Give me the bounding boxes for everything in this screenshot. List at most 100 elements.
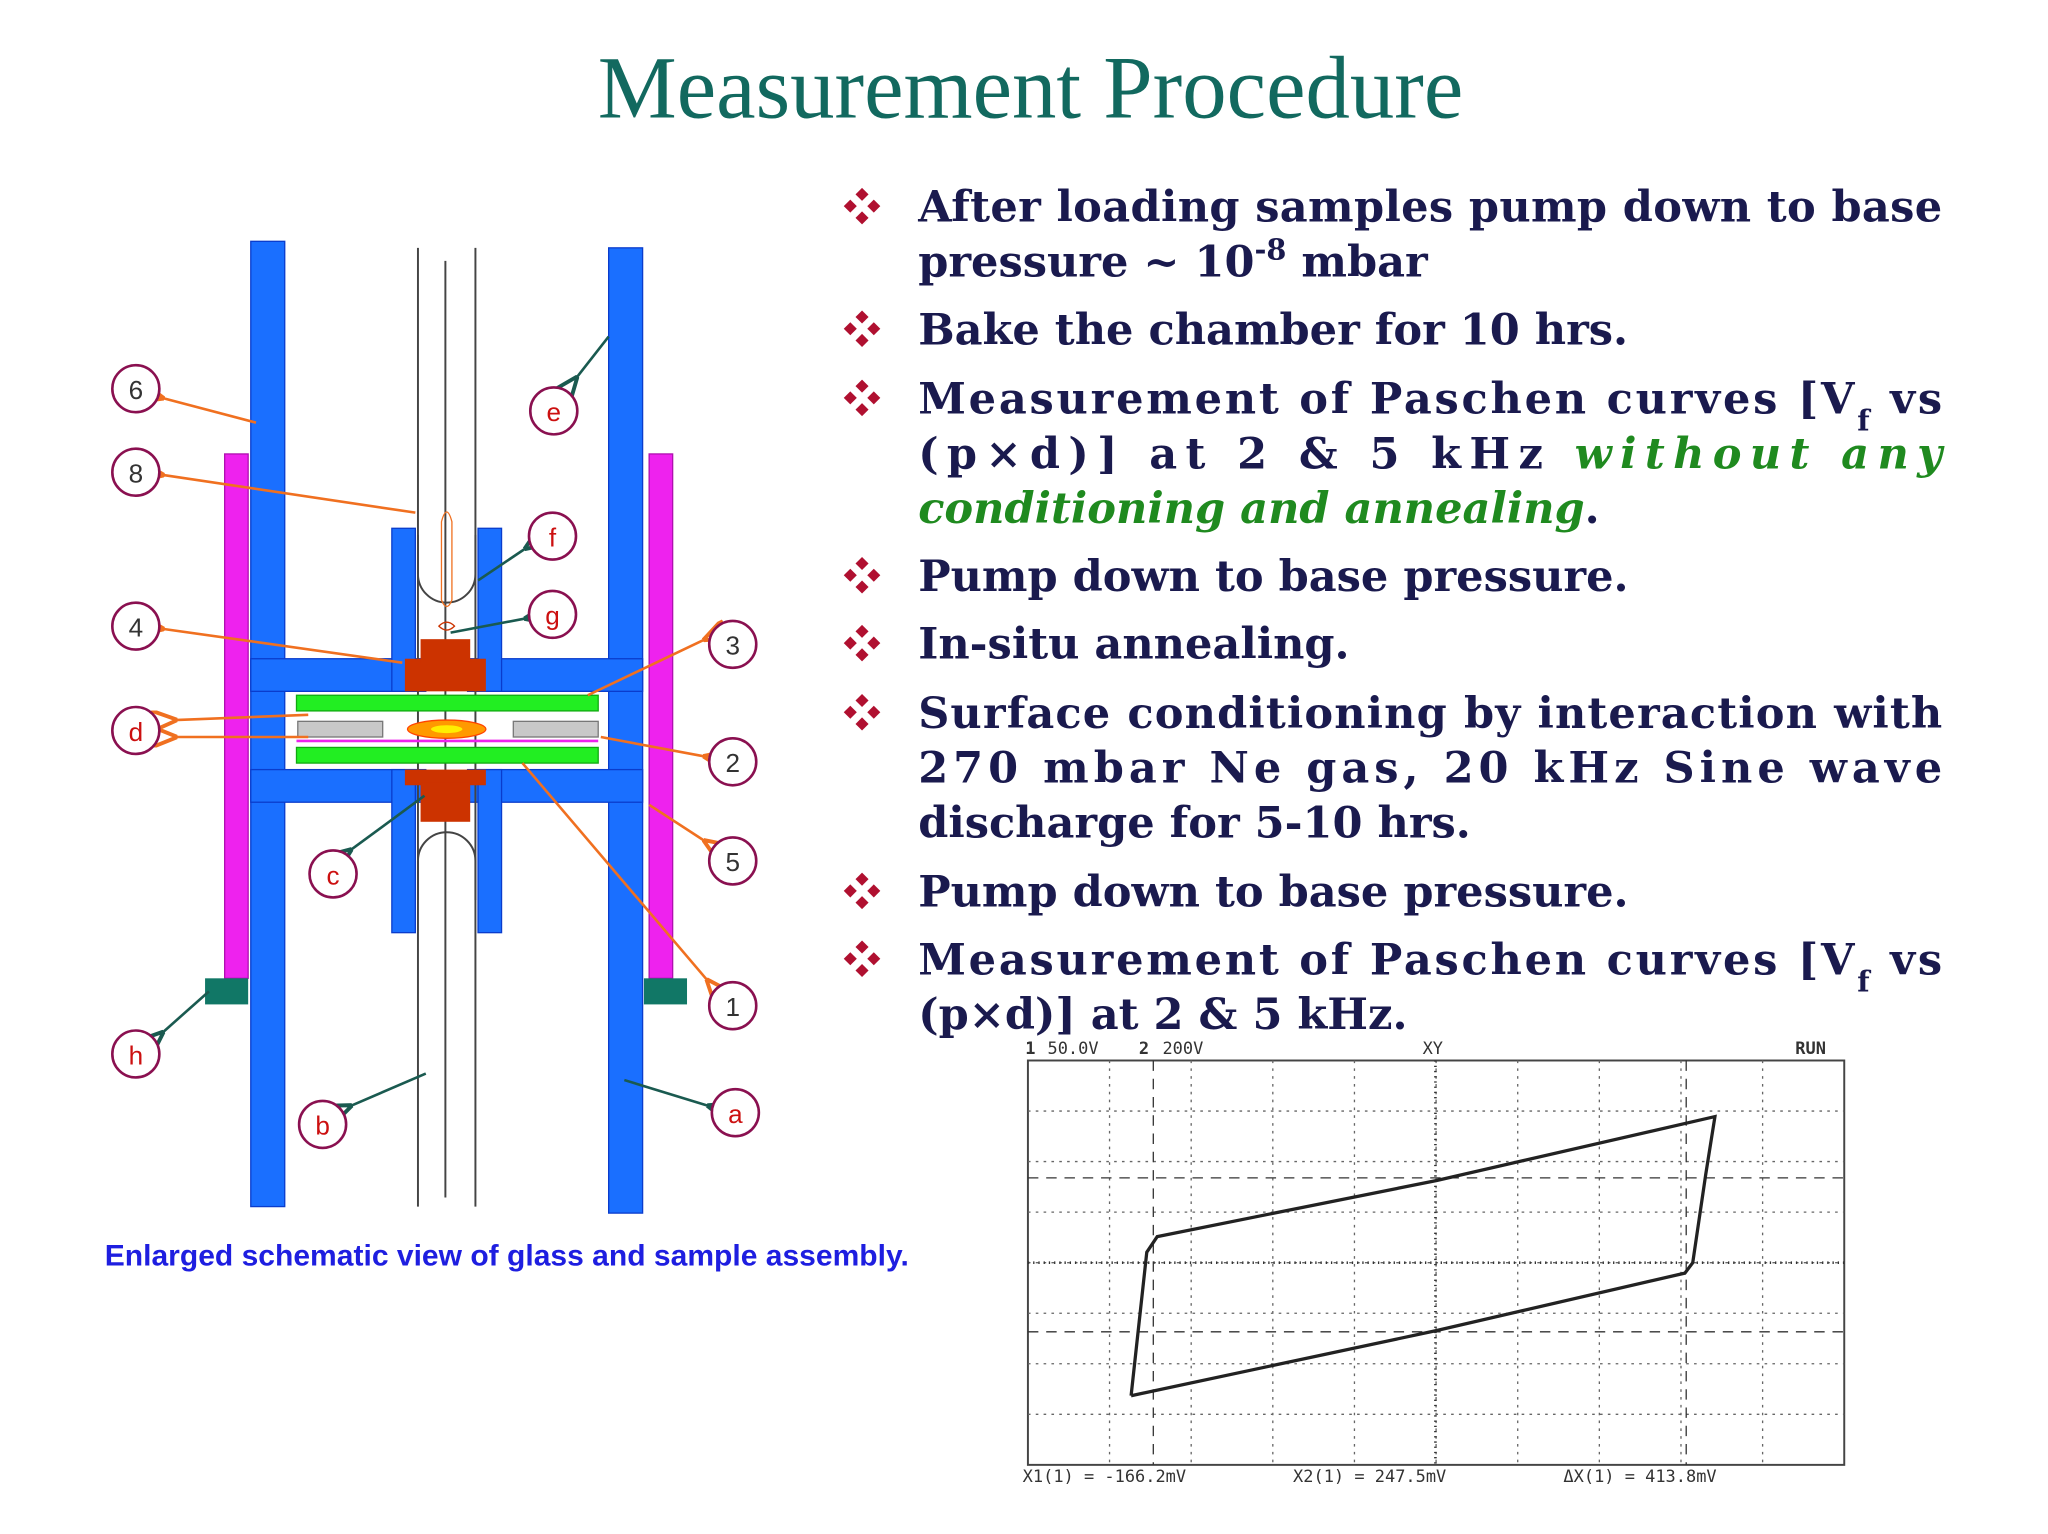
shape-rect bbox=[420, 782, 471, 822]
shape-text: Measurement of Paschen curves [V f vs bbox=[918, 935, 1942, 998]
shape-rect bbox=[295, 746, 599, 764]
label-circle bbox=[707, 619, 758, 670]
shape-g bbox=[404, 639, 486, 822]
shape-path bbox=[843, 199, 857, 213]
shape-path bbox=[855, 556, 869, 571]
shape-path bbox=[855, 333, 869, 347]
label-circle bbox=[111, 447, 161, 497]
shape-path bbox=[855, 896, 869, 910]
bullet-icons bbox=[843, 187, 881, 978]
shape-path bbox=[843, 705, 857, 719]
shape-path bbox=[843, 952, 857, 966]
shape-path bbox=[867, 705, 881, 719]
shape-path bbox=[855, 379, 869, 393]
shape-path bbox=[855, 580, 869, 594]
shape-line bbox=[175, 715, 309, 720]
diagram-label: 6 bbox=[129, 375, 144, 405]
diagram-label: b bbox=[315, 1111, 330, 1141]
title: Measurement Procedure bbox=[598, 39, 1464, 137]
diagram-label: 2 bbox=[725, 748, 740, 778]
label-circle bbox=[710, 1087, 761, 1138]
shape-rect bbox=[295, 694, 599, 712]
shape-g bbox=[205, 978, 688, 1005]
text: Bake the chamber for 10 hrs. bbox=[918, 305, 1628, 355]
shape-path bbox=[855, 211, 869, 225]
shape-path bbox=[855, 624, 869, 638]
diagram-label: a bbox=[728, 1099, 743, 1129]
diagram-label: d bbox=[129, 717, 144, 747]
shape-g bbox=[162, 335, 709, 1107]
shape-line bbox=[162, 475, 416, 514]
text: XY bbox=[1423, 1038, 1443, 1058]
shape-path bbox=[855, 693, 869, 707]
text: ΔX(1) = 413.8mV bbox=[1563, 1466, 1716, 1486]
label-circle bbox=[707, 736, 758, 787]
shape-path bbox=[867, 391, 881, 405]
shape-path bbox=[855, 940, 869, 954]
text: In-situ annealing. bbox=[918, 620, 1349, 670]
text: 200V bbox=[1162, 1038, 1203, 1058]
shape-rect bbox=[643, 978, 688, 1005]
text: mbar bbox=[1286, 238, 1429, 288]
shape-path bbox=[855, 717, 869, 731]
shape-line bbox=[648, 803, 705, 842]
label-circle bbox=[308, 849, 358, 899]
diagram-label: g bbox=[545, 601, 560, 631]
text: vs bbox=[1872, 375, 1942, 425]
diagram-label: 5 bbox=[725, 847, 740, 877]
text: X2(1) = 247.5mV bbox=[1293, 1466, 1446, 1486]
text: pressure ~ 10 bbox=[918, 238, 1254, 288]
shape-rect bbox=[648, 453, 674, 979]
shape-path bbox=[855, 310, 869, 324]
label-circle bbox=[297, 1099, 348, 1150]
shape-rect bbox=[205, 978, 249, 1005]
shape-path bbox=[867, 952, 881, 966]
shape-g bbox=[295, 694, 599, 764]
shape-line bbox=[350, 794, 426, 851]
shape-path bbox=[867, 568, 881, 582]
diagram-label: 8 bbox=[129, 459, 144, 489]
text: 50.0V bbox=[1048, 1038, 1099, 1058]
shape-polyline bbox=[1129, 1114, 1717, 1398]
label-circle bbox=[528, 386, 579, 436]
shape-path bbox=[416, 534, 477, 901]
shape-line bbox=[162, 398, 257, 424]
diagram-label: 1 bbox=[725, 992, 740, 1022]
diagram-label: f bbox=[549, 522, 557, 552]
shape-line bbox=[477, 548, 526, 582]
text: f bbox=[1857, 964, 1871, 998]
oscilloscope: 1 50.0V 2 200V XY RUN X1(1) = -166.2mV X… bbox=[1023, 1038, 1846, 1486]
shape-rect bbox=[404, 769, 486, 786]
text: discharge for 5-10 hrs. bbox=[918, 798, 1471, 848]
shape-line bbox=[521, 762, 707, 981]
shape-text: (p×d)] at 2 & 5 kHz without any bbox=[918, 429, 1945, 479]
shape-g bbox=[297, 720, 599, 738]
text: . bbox=[1585, 484, 1600, 534]
label-circle bbox=[707, 980, 758, 1031]
shape-line bbox=[600, 735, 705, 757]
shape-text: pressure ~ 10-8 mbar bbox=[918, 233, 1429, 288]
shape-path bbox=[843, 391, 857, 405]
shape-text: After loading samples pump down to base bbox=[917, 183, 1942, 233]
label-circle bbox=[111, 1029, 161, 1079]
text: Measurement of Paschen curves [V bbox=[918, 935, 1856, 985]
diagram-label: 4 bbox=[129, 612, 144, 642]
text: 1 bbox=[1025, 1038, 1035, 1058]
shape-rect bbox=[404, 658, 486, 692]
label-circle bbox=[527, 589, 578, 640]
shape-ellipse bbox=[431, 725, 463, 734]
shape-line bbox=[576, 335, 610, 379]
text: Surface conditioning by interaction with bbox=[918, 689, 1942, 739]
text: X1(1) = -166.2mV bbox=[1023, 1466, 1186, 1486]
shape-text: Measurement of Paschen curves [V f vs bbox=[918, 375, 1942, 438]
shape-path bbox=[855, 872, 869, 886]
shape-rect bbox=[512, 720, 599, 738]
shape-path bbox=[867, 199, 881, 213]
shape-path bbox=[843, 884, 857, 898]
shape-rect bbox=[608, 247, 644, 1214]
diagram-label: e bbox=[547, 397, 562, 427]
text: Measurement of Paschen curves [V bbox=[918, 375, 1856, 425]
shape-text: conditioning and annealing. bbox=[918, 484, 1599, 534]
shape-line bbox=[162, 990, 210, 1033]
